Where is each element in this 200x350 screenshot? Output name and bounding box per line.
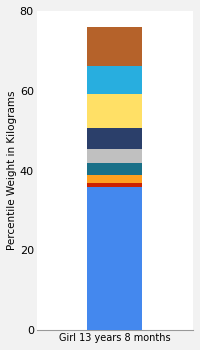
Bar [87, 27, 142, 66]
Bar [87, 149, 142, 163]
Bar [87, 66, 142, 93]
Bar [87, 127, 142, 149]
Bar [87, 93, 142, 127]
Bar [87, 163, 142, 175]
Bar [87, 183, 142, 187]
Bar [87, 187, 142, 330]
Y-axis label: Percentile Weight in Kilograms: Percentile Weight in Kilograms [7, 91, 17, 250]
Bar [87, 175, 142, 183]
